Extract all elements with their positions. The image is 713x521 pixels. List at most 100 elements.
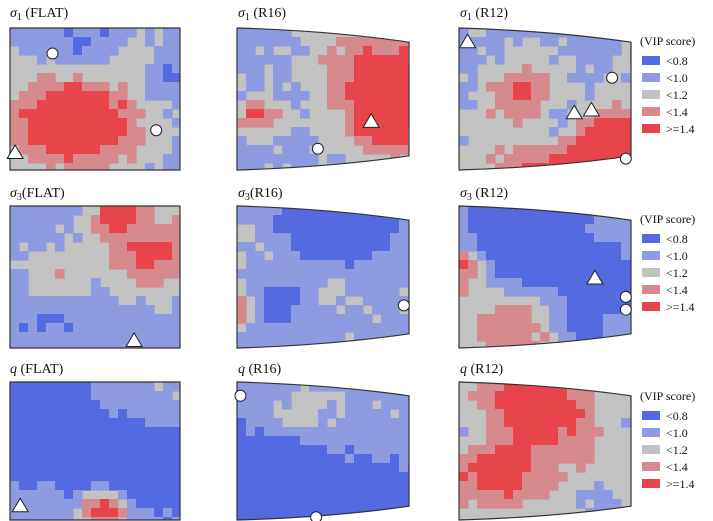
contour-cell [531,490,541,500]
contour-cell [282,382,292,392]
contour-cell [459,463,469,473]
contour-cell [154,323,164,333]
contour-cell [336,296,346,306]
contour-cell [291,305,301,315]
contour-cell [10,409,20,419]
contour-cell [567,314,577,324]
contour-cell [145,206,155,216]
contour-cell [531,341,541,348]
contour-cell [531,427,541,437]
contour-cell [246,109,256,119]
contour-cell [300,296,310,306]
contour-cell [264,224,274,234]
contour-map-panel [10,382,180,520]
contour-cell [540,242,550,252]
contour-cell [109,445,119,455]
contour-cell [145,517,155,520]
contour-cell [621,118,631,128]
contour-cell [300,463,310,473]
contour-cell [145,278,155,288]
contour-cell [246,55,256,65]
contour-cell [127,436,137,446]
contour-cell [495,454,505,464]
contour-cell [363,260,373,270]
contour-cell [576,127,586,137]
contour-cell [237,314,247,324]
contour-cell [594,490,604,500]
contour-cell [145,28,155,38]
contour-cell [585,46,595,56]
contour-cell [354,490,364,500]
contour-cell [381,499,391,509]
contour-cell [255,251,265,261]
contour-cell [28,109,38,119]
contour-cell [363,341,373,348]
contour-cell [594,109,604,119]
contour-cell [237,436,247,446]
contour-cell [504,472,514,482]
contour-cell [495,499,505,509]
contour-cell [28,136,38,146]
contour-cell [585,323,595,333]
contour-cell [300,490,310,500]
contour-cell [118,37,128,47]
contour-cell [10,481,20,491]
contour-cell [127,409,137,419]
contour-cell [300,127,310,137]
contour-cell [558,154,568,164]
contour-cell [540,215,550,225]
contour-cell [91,454,101,464]
contour-cell [381,73,391,83]
contour-cell [513,400,523,410]
contour-cell [273,260,283,270]
contour-cell [309,215,319,225]
contour-cell [504,278,514,288]
contour-cell [612,136,622,146]
contour-cell [37,224,47,234]
contour-cell [255,400,265,410]
contour-cell [37,242,47,252]
contour-cell [136,400,146,410]
contour-cell [64,445,74,455]
contour-cell [603,37,613,47]
contour-cell [55,127,65,137]
contour-cell [100,391,110,401]
contour-cell [585,305,595,315]
contour-cell [372,436,382,446]
contour-cell [291,296,301,306]
contour-cell [486,206,496,216]
contour-cell [363,269,373,279]
contour-cell [264,46,274,56]
contour-cell [154,391,164,401]
contour-cell [630,508,631,518]
contour-cell [46,118,56,128]
contour-cell [336,418,346,428]
contour-cell [127,269,137,279]
contour-cell [291,46,301,56]
contour-cell [540,391,550,401]
contour-cell [73,28,83,38]
contour-cell [273,136,283,146]
contour-cell [345,64,355,74]
contour-cell [354,82,364,92]
contour-cell [390,296,400,306]
contour-cell [37,73,47,83]
contour-cell [172,215,180,225]
contour-cell [246,269,256,279]
contour-cell [576,400,586,410]
contour-cell [246,206,256,216]
contour-cell [390,242,400,252]
contour-cell [10,269,20,279]
contour-cell [118,508,128,518]
contour-cell [73,454,83,464]
contour-cell [345,409,355,419]
contour-cell [37,109,47,119]
contour-cell [327,436,337,446]
contour-cell [237,427,247,437]
contour-cell [513,278,523,288]
contour-cell [576,463,586,473]
contour-cell [64,454,74,464]
contour-cell [585,490,595,500]
contour-cell [381,287,391,297]
contour-cell [237,37,247,47]
